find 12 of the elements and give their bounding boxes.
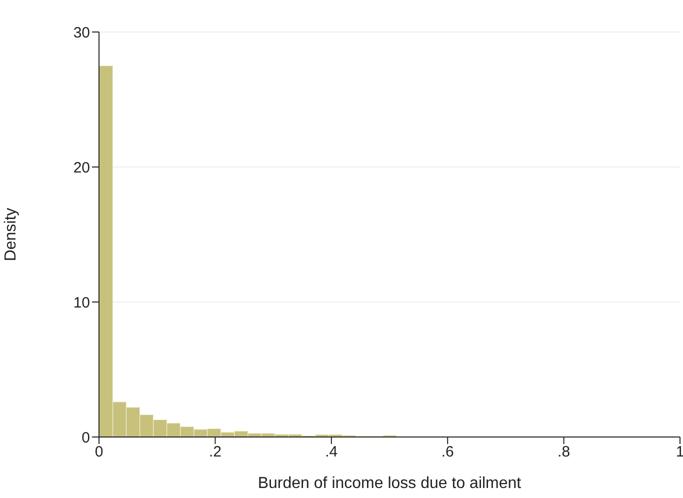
- y-tick-label: 30: [73, 24, 90, 42]
- x-axis-title: Burden of income loss due to ailment: [258, 475, 522, 492]
- x-tick-label: 1: [676, 444, 683, 461]
- y-tick-label: 20: [73, 159, 90, 176]
- y-tick-label: 0: [82, 429, 90, 446]
- x-tick-label: .6: [441, 444, 454, 461]
- x-tick-label: .8: [558, 444, 570, 461]
- x-tick-label: .2: [208, 444, 222, 461]
- y-axis-title: Density: [2, 208, 20, 262]
- y-tick-label: 10: [73, 294, 90, 312]
- x-tick-label: .4: [325, 444, 338, 461]
- x-tick-label: 0: [94, 444, 104, 461]
